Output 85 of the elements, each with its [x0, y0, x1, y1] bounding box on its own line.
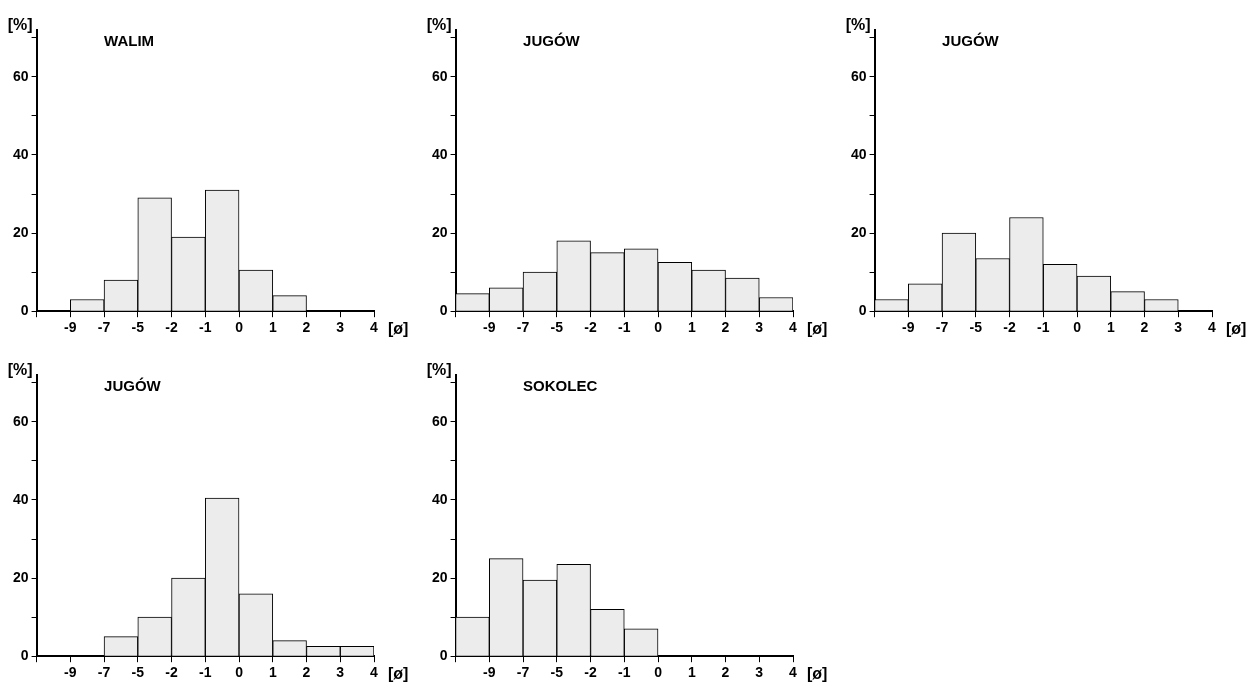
x-tick-label: -5 [969, 319, 983, 336]
x-tick-label: 0 [235, 319, 244, 336]
y-tick-label: 60 [850, 67, 867, 84]
x-tick-label: 2 [721, 664, 730, 681]
y-tick-label: 20 [850, 223, 867, 240]
x-axis-title: [ø] [1226, 319, 1247, 337]
x-tick-label: 2 [302, 319, 311, 336]
x-tick-label: -2 [584, 664, 597, 681]
x-tick-label: -9 [64, 319, 77, 336]
chart-title: JUGÓW [523, 32, 581, 50]
x-tick-label: -5 [550, 664, 564, 681]
x-tick-label: 0 [654, 664, 663, 681]
x-tick-label: -1 [618, 319, 631, 336]
y-axis-title: [%] [426, 361, 452, 379]
x-axis-title: [ø] [807, 664, 828, 682]
x-tick-label: 3 [1174, 319, 1183, 336]
x-tick-label: -2 [584, 319, 597, 336]
y-axis-title: [%] [426, 16, 452, 34]
y-axis-title: [%] [7, 361, 33, 379]
y-tick-label: 20 [431, 223, 448, 240]
x-tick-label: 3 [755, 664, 764, 681]
chart-title: JUGÓW [942, 32, 1000, 50]
chart-title: WALIM [104, 32, 155, 50]
x-tick-label: 4 [789, 319, 798, 336]
x-tick-label: -7 [516, 664, 530, 681]
x-tick-label: -9 [483, 319, 496, 336]
x-tick-label: 2 [1140, 319, 1149, 336]
x-tick-label: -1 [199, 319, 212, 336]
x-tick-label: -5 [550, 319, 564, 336]
x-tick-label: 1 [1106, 319, 1115, 336]
x-tick-label: 2 [721, 319, 730, 336]
x-tick-label: -5 [131, 319, 145, 336]
chart-title: JUGÓW [104, 377, 162, 395]
x-tick-label: -9 [902, 319, 915, 336]
y-tick-label: 0 [20, 302, 29, 319]
y-tick-label: 20 [12, 568, 29, 585]
y-tick-label: 20 [431, 568, 448, 585]
x-tick-label: 4 [789, 664, 798, 681]
x-tick-label: 0 [235, 664, 244, 681]
x-tick-label: 4 [370, 664, 379, 681]
y-tick-label: 0 [858, 302, 867, 319]
y-tick-label: 60 [431, 67, 448, 84]
y-tick-label: 60 [12, 67, 29, 84]
x-tick-label: 3 [755, 319, 764, 336]
x-tick-label: 1 [687, 664, 696, 681]
x-tick-label: -5 [131, 664, 145, 681]
x-axis-title: [ø] [388, 319, 409, 337]
y-tick-label: 40 [431, 490, 448, 507]
y-axis-title: [%] [7, 16, 33, 34]
x-tick-label: -1 [618, 664, 631, 681]
x-tick-label: 0 [1073, 319, 1082, 336]
x-tick-label: -9 [64, 664, 77, 681]
x-tick-label: 4 [1208, 319, 1217, 336]
x-tick-label: -2 [165, 664, 178, 681]
y-tick-label: 20 [12, 223, 29, 240]
x-tick-label: 4 [370, 319, 379, 336]
x-tick-label: 1 [268, 664, 277, 681]
x-tick-label: 3 [336, 664, 345, 681]
x-axis-title: [ø] [807, 319, 828, 337]
y-tick-label: 40 [12, 490, 29, 507]
x-tick-label: -9 [483, 664, 496, 681]
x-tick-label: 2 [302, 664, 311, 681]
x-tick-label: 1 [268, 319, 277, 336]
x-tick-label: -7 [516, 319, 530, 336]
y-tick-label: 0 [20, 647, 29, 664]
y-tick-label: 40 [12, 145, 29, 162]
chart-title: SOKOLEC [523, 377, 598, 395]
x-tick-label: -1 [199, 664, 212, 681]
x-axis-title: [ø] [388, 664, 409, 682]
x-tick-label: 1 [687, 319, 696, 336]
x-tick-label: -7 [935, 319, 949, 336]
x-tick-label: -2 [1003, 319, 1016, 336]
x-tick-label: -1 [1037, 319, 1050, 336]
y-tick-label: 40 [850, 145, 867, 162]
y-tick-label: 60 [12, 412, 29, 429]
x-tick-label: 3 [336, 319, 345, 336]
y-tick-label: 60 [431, 412, 448, 429]
x-tick-label: 0 [654, 319, 663, 336]
y-tick-label: 40 [431, 145, 448, 162]
x-tick-label: -7 [97, 319, 111, 336]
x-tick-label: -7 [97, 664, 111, 681]
y-tick-label: 0 [439, 302, 448, 319]
x-tick-label: -2 [165, 319, 178, 336]
y-tick-label: 0 [439, 647, 448, 664]
y-axis-title: [%] [845, 16, 871, 34]
